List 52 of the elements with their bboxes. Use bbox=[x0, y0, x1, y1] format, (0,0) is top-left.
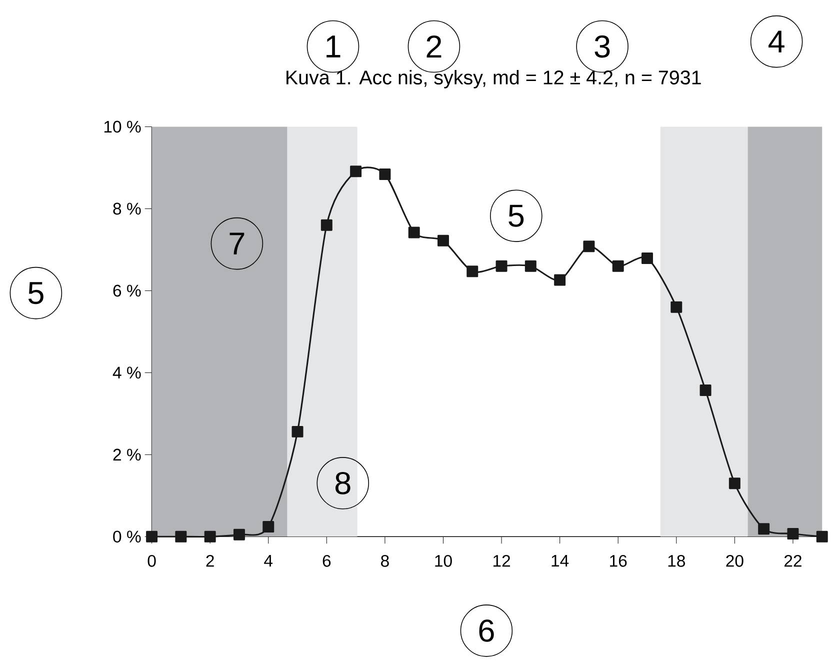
point bbox=[583, 240, 595, 252]
point bbox=[204, 530, 216, 542]
point bbox=[320, 219, 332, 231]
y-tick-label: 10 % bbox=[104, 120, 141, 132]
y-tick-label: 0 % bbox=[113, 530, 141, 542]
point bbox=[642, 252, 653, 264]
text: 2 bbox=[426, 35, 442, 58]
y-axis-title: 5 bbox=[28, 282, 44, 304]
chart-title: Kuva 1. Acc nis, syksy, md = 12 ± 4.2, n = 7931 bbox=[286, 70, 701, 88]
text: 3 bbox=[594, 35, 610, 58]
point bbox=[728, 477, 740, 489]
annotation: 8 bbox=[335, 472, 350, 494]
point bbox=[350, 165, 362, 177]
y-tick-label: 4 % bbox=[112, 366, 141, 378]
text: 1 bbox=[326, 35, 340, 58]
x-tick-label: 2 bbox=[206, 554, 214, 566]
x-tick-label: 14 bbox=[552, 554, 569, 566]
x-tick-label: 10 bbox=[435, 554, 452, 567]
x-tick-label: 16 bbox=[610, 554, 627, 567]
x-tick-label: 6 bbox=[322, 554, 331, 567]
annotation: 7 bbox=[230, 232, 244, 254]
point bbox=[787, 528, 799, 540]
point bbox=[700, 384, 712, 396]
point bbox=[554, 274, 566, 286]
point bbox=[175, 530, 187, 542]
x-tick-label: 4 bbox=[264, 554, 273, 566]
x-tick-label: 12 bbox=[493, 554, 510, 566]
x-tick-label: 18 bbox=[668, 554, 685, 567]
y-tick-label: 2 % bbox=[113, 448, 141, 460]
y-tick-label: 8 % bbox=[113, 202, 141, 214]
point bbox=[670, 301, 682, 313]
point bbox=[437, 234, 449, 246]
x-axis-title: 6 bbox=[479, 619, 494, 642]
point bbox=[262, 520, 274, 532]
annotation: 5 bbox=[508, 204, 524, 227]
point bbox=[233, 528, 245, 540]
x-tick-label: 8 bbox=[381, 554, 389, 567]
point bbox=[816, 530, 828, 542]
x-tick-label: 20 bbox=[726, 554, 744, 567]
point bbox=[408, 226, 420, 238]
point bbox=[466, 265, 478, 277]
point bbox=[612, 260, 624, 272]
point bbox=[292, 426, 304, 438]
point bbox=[524, 260, 536, 272]
point bbox=[758, 522, 770, 534]
x-tick-label: 0 bbox=[148, 554, 156, 567]
point bbox=[496, 260, 508, 272]
x-tick-label: 22 bbox=[784, 554, 802, 566]
point bbox=[379, 168, 391, 180]
y-tick-label: 6 % bbox=[113, 284, 141, 296]
text: 4 bbox=[768, 30, 784, 52]
point bbox=[146, 530, 158, 542]
